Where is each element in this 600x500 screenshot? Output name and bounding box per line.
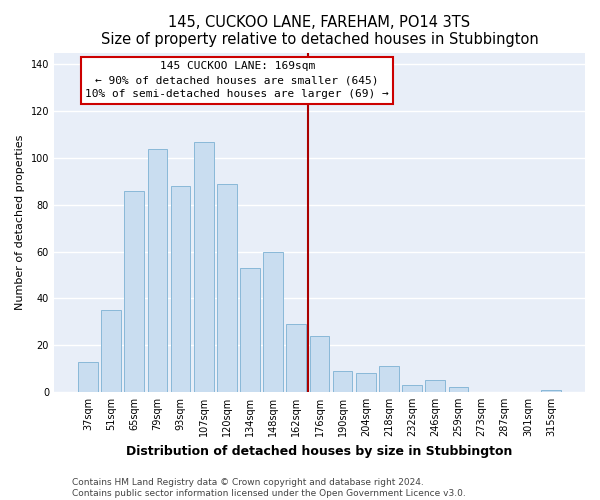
Bar [240, 268, 260, 392]
Bar [286, 324, 306, 392]
X-axis label: Distribution of detached houses by size in Stubbington: Distribution of detached houses by size … [126, 444, 512, 458]
Bar [263, 252, 283, 392]
Bar [449, 388, 468, 392]
Y-axis label: Number of detached properties: Number of detached properties [15, 134, 25, 310]
Bar [194, 142, 214, 392]
Bar [217, 184, 236, 392]
Bar [124, 191, 144, 392]
Bar [541, 390, 561, 392]
Bar [356, 373, 376, 392]
Bar [148, 148, 167, 392]
Bar [170, 186, 190, 392]
Bar [78, 362, 98, 392]
Bar [402, 385, 422, 392]
Title: 145, CUCKOO LANE, FAREHAM, PO14 3TS
Size of property relative to detached houses: 145, CUCKOO LANE, FAREHAM, PO14 3TS Size… [101, 15, 538, 48]
Text: Contains HM Land Registry data © Crown copyright and database right 2024.
Contai: Contains HM Land Registry data © Crown c… [72, 478, 466, 498]
Bar [425, 380, 445, 392]
Bar [310, 336, 329, 392]
Bar [333, 371, 352, 392]
Text: 145 CUCKOO LANE: 169sqm
← 90% of detached houses are smaller (645)
10% of semi-d: 145 CUCKOO LANE: 169sqm ← 90% of detache… [85, 61, 389, 99]
Bar [379, 366, 399, 392]
Bar [101, 310, 121, 392]
